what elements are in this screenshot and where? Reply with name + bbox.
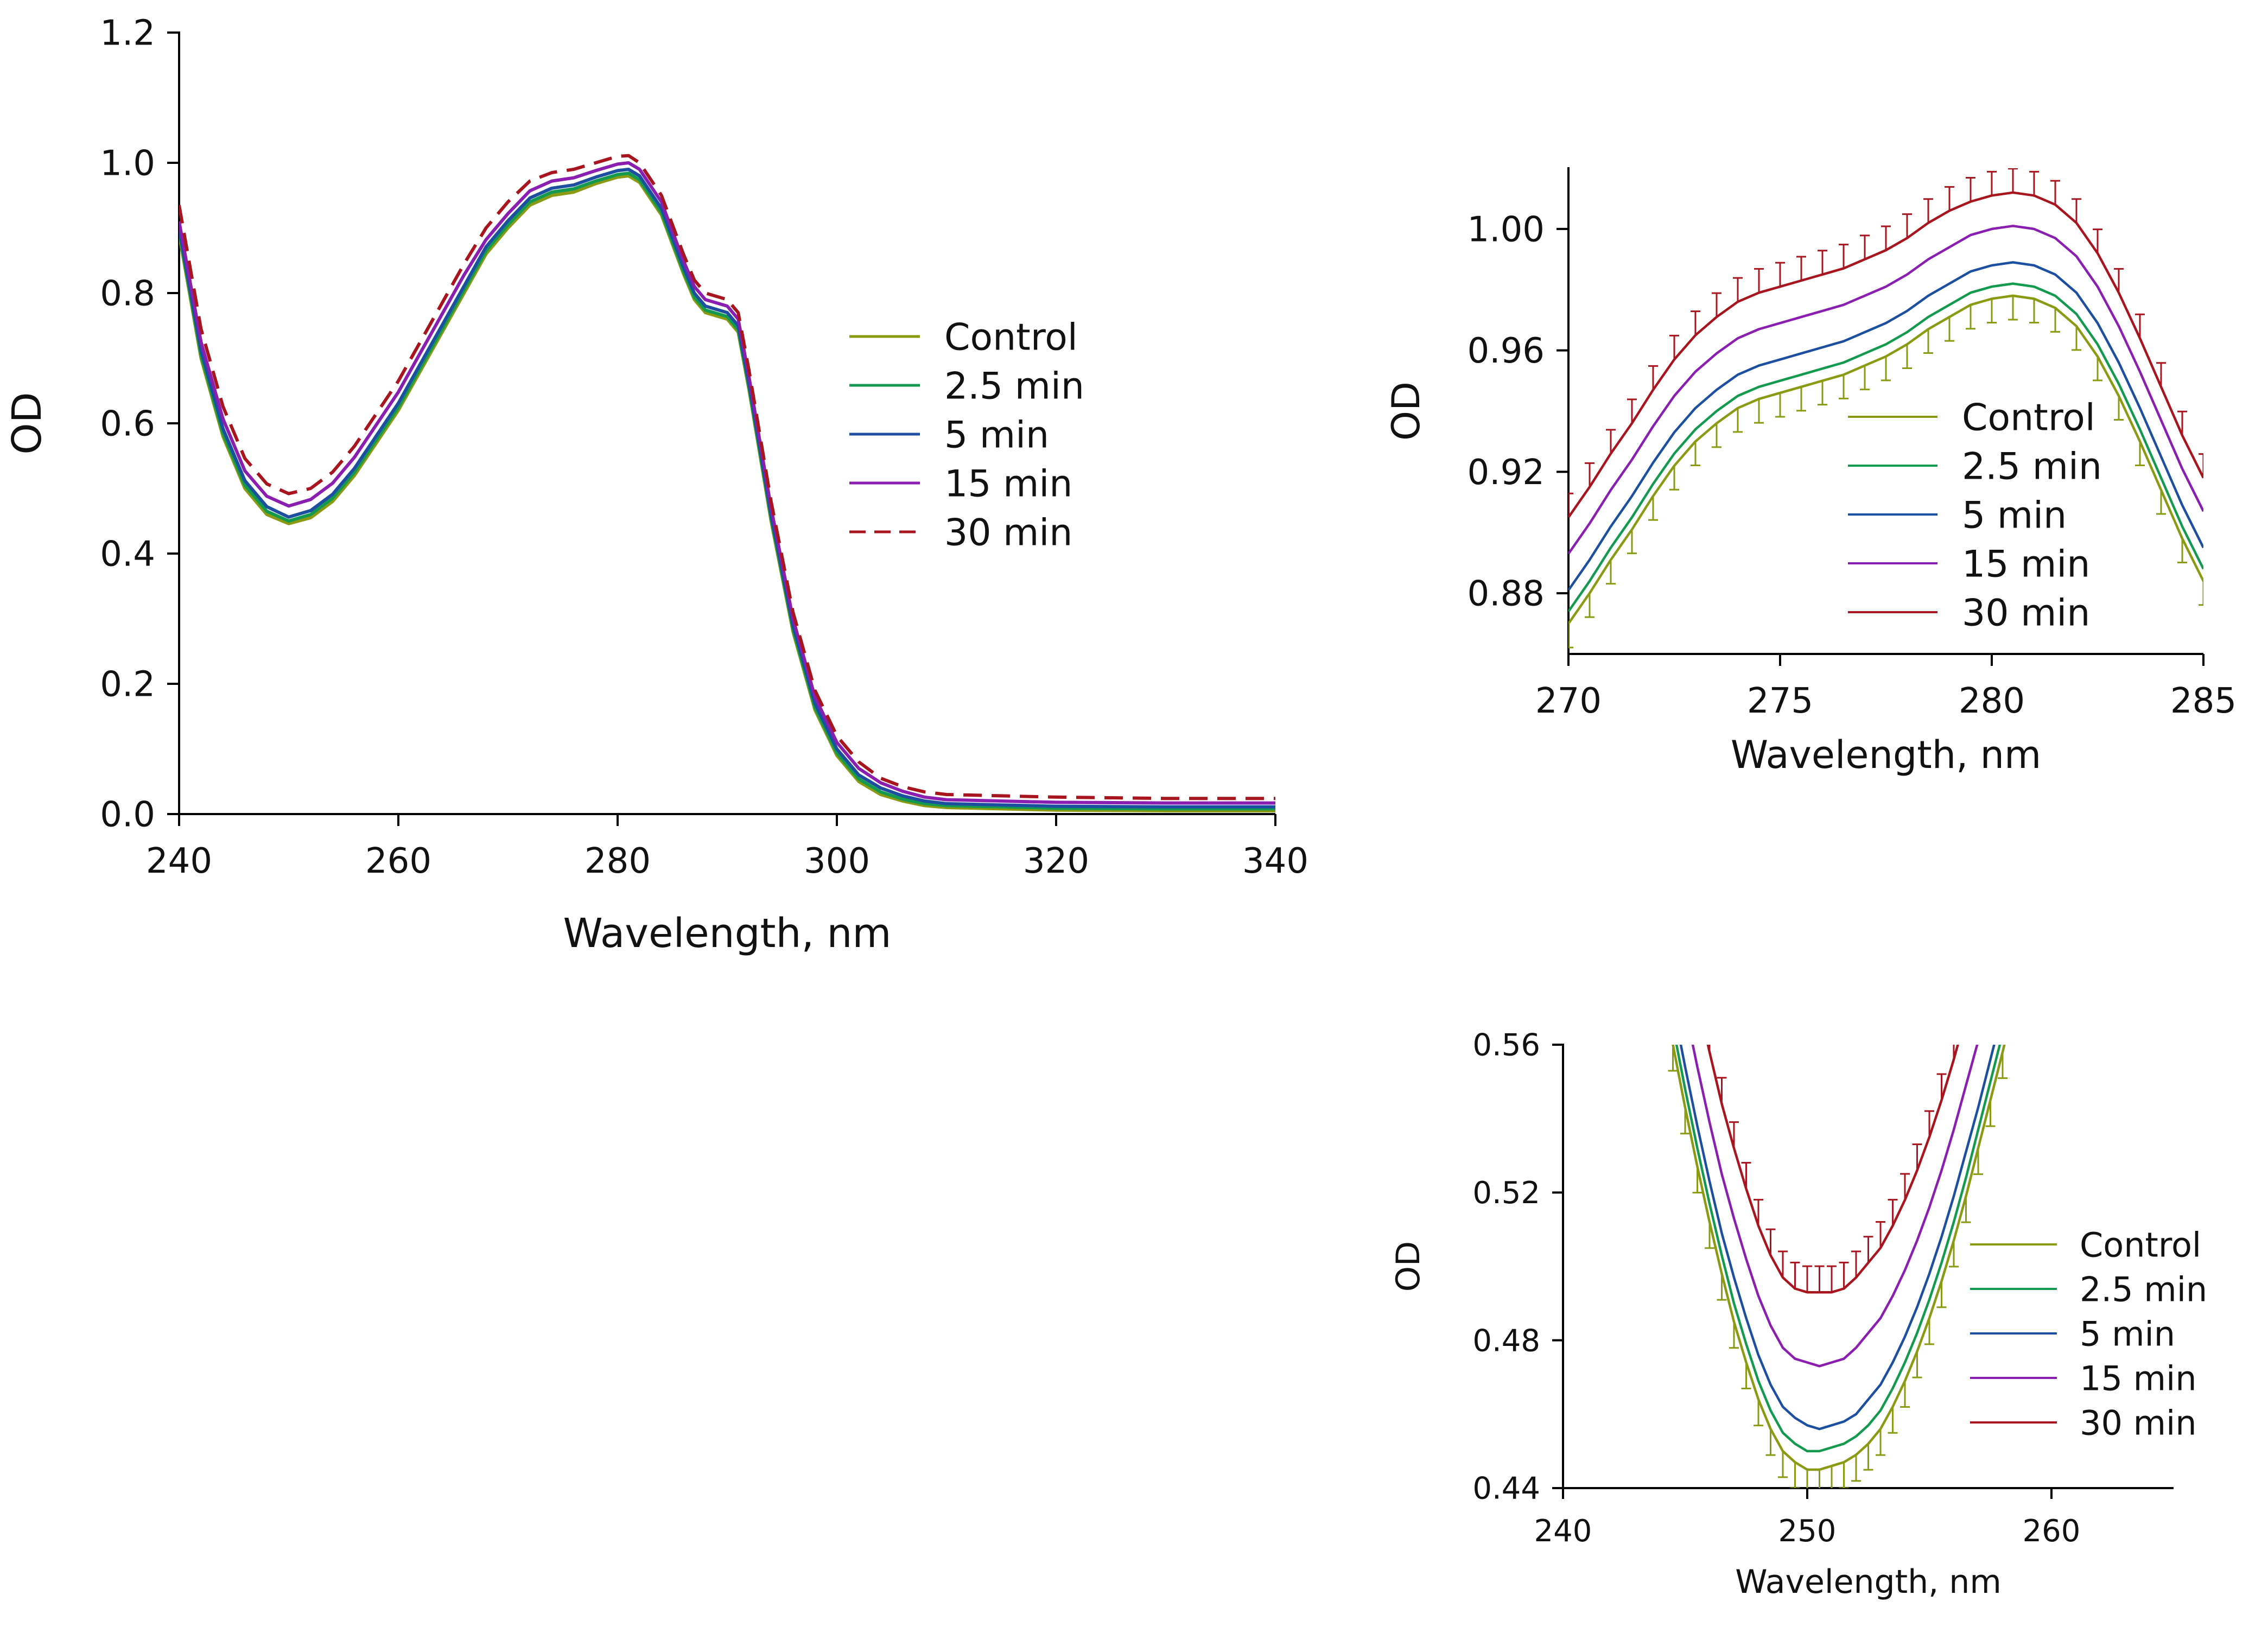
- y-tick-label: 0.88: [1467, 574, 1545, 614]
- y-tick-label: 0.0: [100, 795, 155, 835]
- x-tick-label: 280: [1959, 681, 2025, 721]
- y-tick-label: 0.2: [100, 664, 155, 704]
- x-tick-label: 285: [2170, 681, 2237, 721]
- series-line-2-5-min: [1675, 1045, 2002, 1453]
- y-tick-label: 0.96: [1467, 331, 1545, 371]
- plot-area: [179, 154, 1275, 812]
- series-line-5-min: [1679, 1045, 1996, 1431]
- chart-peak-zoom: 0.88 0.92 0.96 1.00 270 275 280 285 Wavelength, …: [1384, 167, 2237, 777]
- x-tick-label: 240: [1534, 1514, 1592, 1549]
- legend: Control 2.5 min 5 min 15 min 30 min: [849, 316, 1084, 554]
- series-line-control: [179, 174, 1275, 812]
- series-line-5-min: [179, 168, 1275, 809]
- plot-area: [1668, 1045, 2007, 1488]
- y-tick-label: 0.4: [100, 534, 155, 574]
- y-axis-title: OD: [4, 392, 50, 454]
- x-tick-label: 340: [1242, 841, 1308, 881]
- y-tick-label: 0.56: [1472, 1028, 1540, 1063]
- x-tick-label: 280: [585, 841, 651, 881]
- series-line-control: [1672, 1045, 2006, 1471]
- chart-full-spectrum: 0.0 0.2 0.4 0.6 0.8 1.0 1.2 240 260 280 300 320 340 W…: [4, 13, 1308, 957]
- x-axis-title: Wavelength, nm: [1731, 733, 2041, 777]
- y-axis-title: OD: [1389, 1241, 1427, 1292]
- series-line-2-5-min: [1568, 282, 2203, 612]
- y-tick-label: 0.8: [100, 274, 155, 314]
- legend-label-15-min: 15 min: [2080, 1358, 2197, 1398]
- x-axis-title: Wavelength, nm: [1735, 1563, 2002, 1601]
- legend: Control 2.5 min 5 min 15 min 30 min: [1848, 396, 2102, 634]
- legend-label-control: Control: [2080, 1225, 2201, 1265]
- x-tick-label: 270: [1535, 681, 1602, 721]
- series-line-15-min: [1691, 1045, 1979, 1368]
- x-tick-label: 240: [146, 841, 212, 881]
- x-tick-label: 250: [1778, 1514, 1837, 1549]
- x-axis-title: Wavelength, nm: [563, 910, 891, 957]
- legend-label-30-min: 30 min: [2080, 1403, 2197, 1443]
- y-tick-label: 0.48: [1472, 1323, 1540, 1358]
- legend-label-30-min: 30 min: [1962, 592, 2090, 634]
- series-line-2-5-min: [179, 171, 1275, 811]
- y-tick-label: 0.52: [1472, 1175, 1540, 1211]
- y-tick-label: 0.6: [100, 404, 155, 444]
- plot-area: [1568, 168, 2203, 649]
- legend-label-5-min: 5 min: [944, 414, 1049, 456]
- legend-label-control: Control: [1962, 396, 2095, 439]
- series-line-5-min: [1568, 261, 2203, 591]
- y-tick-label: 1.0: [100, 143, 155, 183]
- y-tick-label: 0.92: [1467, 453, 1545, 493]
- legend-label-2-5-min: 2.5 min: [2080, 1269, 2207, 1309]
- series-line-15-min: [179, 161, 1275, 805]
- series-line-30-min: [179, 154, 1275, 800]
- y-tick-label: 0.44: [1472, 1471, 1540, 1507]
- x-tick-label: 260: [365, 841, 431, 881]
- y-tick-label: 1.00: [1467, 209, 1545, 250]
- x-tick-label: 275: [1747, 681, 1813, 721]
- chart-trough-zoom: 0.44 0.48 0.52 0.56 240 250 260 Wavelength, nm O…: [1389, 1028, 2207, 1601]
- series-line-15-min: [1568, 225, 2203, 555]
- x-tick-label: 260: [2023, 1514, 2081, 1549]
- legend-label-control: Control: [944, 316, 1078, 359]
- x-tick-label: 300: [804, 841, 870, 881]
- y-tick-label: 1.2: [100, 13, 155, 53]
- legend-label-5-min: 5 min: [2080, 1314, 2175, 1354]
- legend-label-30-min: 30 min: [944, 511, 1072, 554]
- x-tick-label: 320: [1023, 841, 1089, 881]
- legend-label-2-5-min: 2.5 min: [1962, 445, 2102, 488]
- legend-label-15-min: 15 min: [944, 462, 1072, 505]
- legend-label-5-min: 5 min: [1962, 494, 2067, 537]
- legend-label-2-5-min: 2.5 min: [944, 365, 1084, 408]
- y-axis-title: OD: [1384, 382, 1428, 441]
- legend-label-15-min: 15 min: [1962, 543, 2090, 586]
